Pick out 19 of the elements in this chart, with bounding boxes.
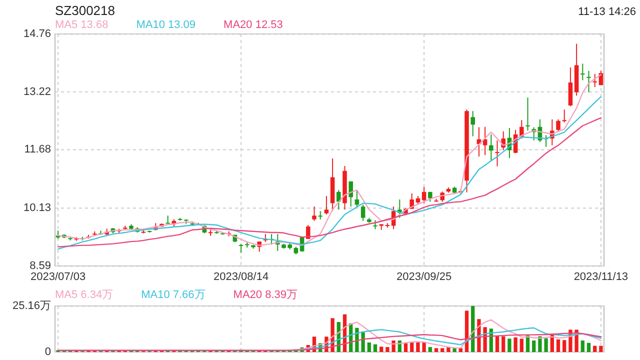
text: MA20 8.39万: [233, 289, 298, 301]
y-tick-label: 25.16万: [12, 300, 51, 312]
y-tick-label: 11.68: [24, 144, 51, 156]
y-tick-label: 10.13: [23, 202, 51, 214]
text: MA5 6.34万: [55, 289, 114, 301]
text: MA5 13.68: [55, 19, 108, 31]
text: MA10 7.66万: [141, 289, 206, 301]
chart-title: SZ300218: [55, 3, 115, 18]
y-tick-label: 8.59: [30, 260, 51, 272]
x-tick-label: 2023/09/25: [396, 271, 452, 283]
y-tick-label: 0: [44, 346, 51, 358]
text: MA20 12.53: [224, 19, 283, 31]
x-tick-label: 2023/07/03: [30, 271, 86, 283]
text: MA10 13.09: [136, 19, 196, 31]
text: 11-13 14:26: [578, 6, 636, 18]
x-tick-label: 2023/11/13: [574, 271, 628, 283]
y-tick-label: 13.22: [23, 86, 51, 98]
x-tick-label: 2023/08/14: [214, 271, 269, 283]
y-tick-label: 14.76: [23, 28, 51, 40]
